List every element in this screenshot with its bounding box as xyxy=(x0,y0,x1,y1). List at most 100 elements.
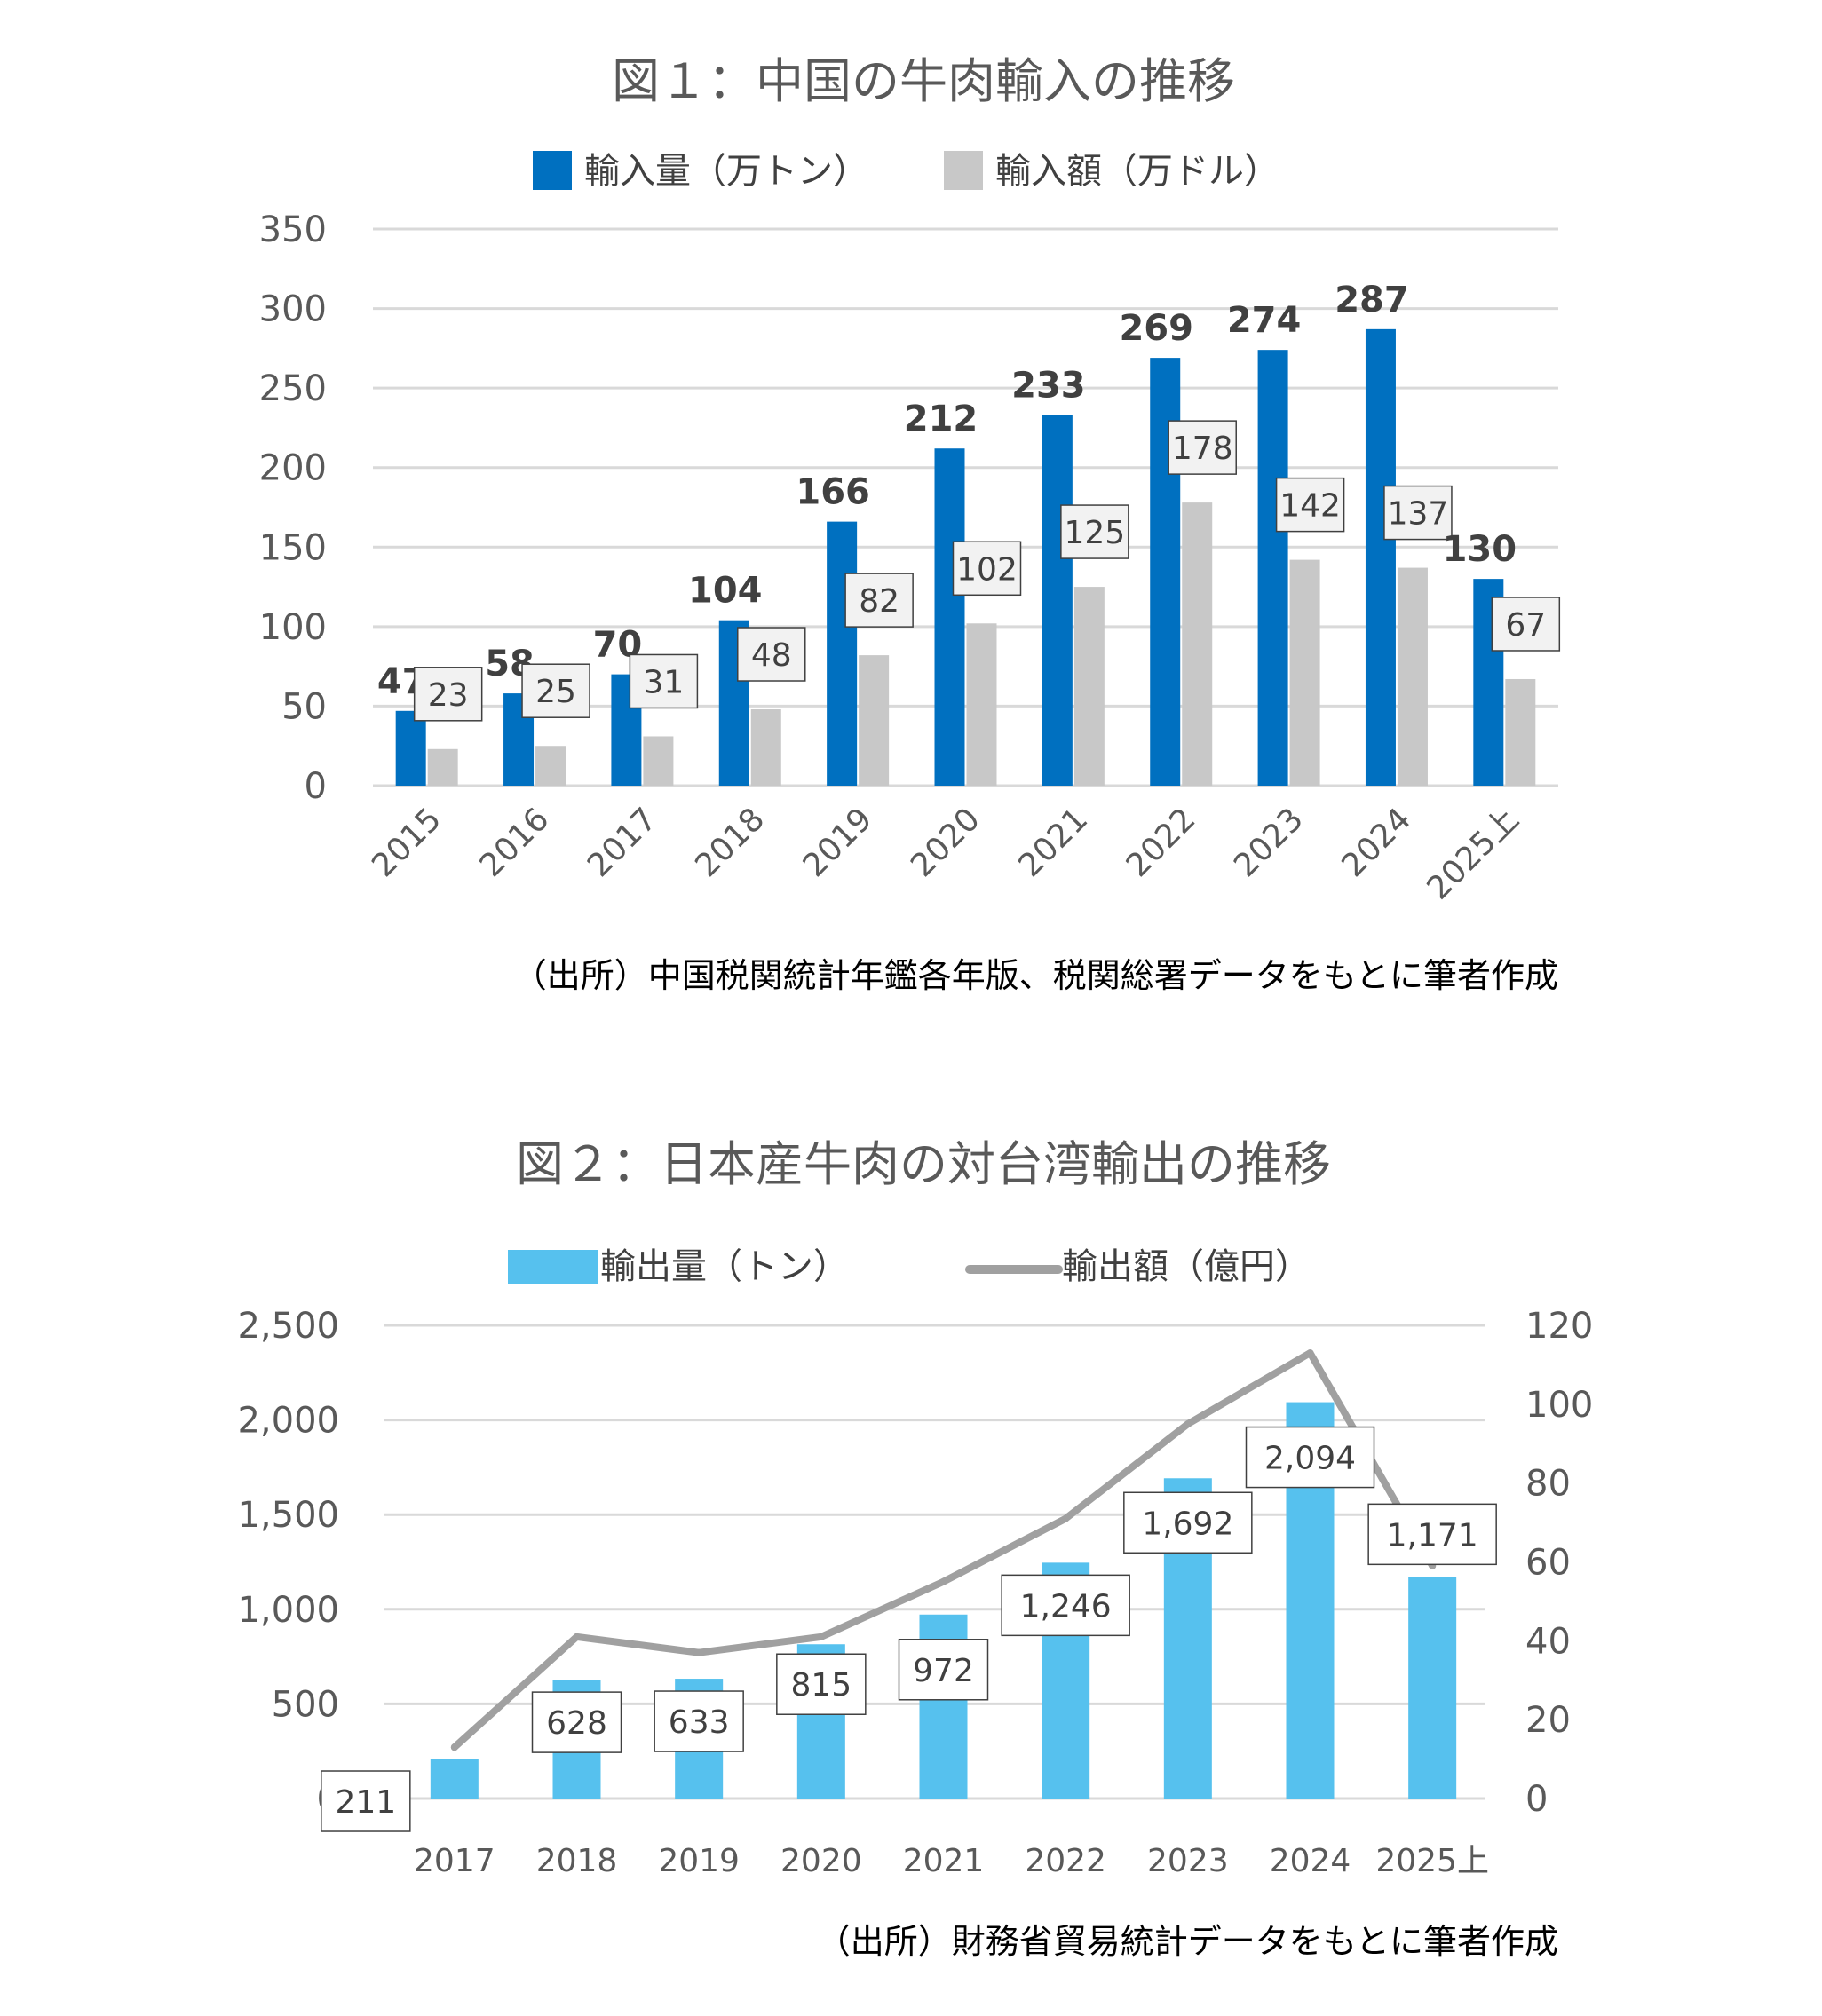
data-label-value: 25 xyxy=(535,674,576,710)
data-label-box xyxy=(521,663,590,718)
legend-swatch-1 xyxy=(533,151,572,190)
data-label-value: 67 xyxy=(1505,607,1546,644)
x-tick-label: 2018 xyxy=(536,1843,618,1879)
x-tick-label: 2020 xyxy=(780,1843,862,1879)
data-label-box xyxy=(629,653,699,709)
x-tick-label: 2023 xyxy=(1147,1843,1229,1879)
data-label-value: 125 xyxy=(1065,515,1126,551)
x-tick-label: 2017 xyxy=(414,1843,495,1879)
data-label-box xyxy=(844,573,914,628)
data-label-value: 102 xyxy=(956,551,1018,588)
y-right-tick-label: 60 xyxy=(1525,1543,1571,1584)
line-point xyxy=(695,1648,703,1656)
line-point xyxy=(1184,1420,1192,1428)
line-point xyxy=(939,1577,947,1585)
data-label-volume: 130 xyxy=(1443,529,1517,570)
y-right-tick-label: 80 xyxy=(1525,1464,1571,1505)
data-label-box xyxy=(1001,1574,1130,1637)
data-label-value: 23 xyxy=(428,677,469,714)
bar-value xyxy=(859,655,890,786)
x-tick-label: 2021 xyxy=(903,1843,985,1879)
bar-volume xyxy=(1257,350,1288,786)
bar-value xyxy=(1073,587,1105,786)
data-label-volume: 628 xyxy=(546,1705,607,1742)
data-label-box xyxy=(1245,1426,1375,1489)
data-label-value: 137 xyxy=(1388,496,1449,533)
legend-swatch-2 xyxy=(944,151,983,190)
bar-export-volume xyxy=(1408,1577,1457,1799)
data-label-volume: 212 xyxy=(904,399,978,439)
chart-1-title: 図１：中国の牛肉輸入の推移 xyxy=(612,53,1235,109)
data-label-box xyxy=(1060,504,1129,559)
data-label-box xyxy=(776,1653,867,1715)
y-tick-label: 150 xyxy=(259,527,327,568)
data-label-box xyxy=(1491,597,1561,652)
data-label-volume: 211 xyxy=(335,1784,396,1821)
chart-1-source: （出所）中国税関統計年鑑各年版、税関総署データをもとに筆者作成 xyxy=(513,956,1558,995)
bar-value xyxy=(750,709,781,786)
data-label-volume: 166 xyxy=(796,472,870,513)
legend-label-value: 輸出額（億円） xyxy=(1062,1246,1311,1287)
data-label-volume: 287 xyxy=(1335,280,1409,320)
data-label-box xyxy=(1367,1503,1497,1566)
y-tick-label: 200 xyxy=(259,448,327,489)
bar-value xyxy=(966,623,997,786)
bar-value xyxy=(643,736,674,786)
y-right-tick-label: 40 xyxy=(1525,1621,1571,1662)
data-label-volume: 104 xyxy=(688,571,763,612)
bar-value xyxy=(1182,502,1213,786)
bar-volume xyxy=(395,710,426,786)
data-label-box xyxy=(321,1770,411,1832)
legend-label-volume: 輸出量（トン） xyxy=(600,1246,849,1287)
legend-label-2: 輸入額（万ドル） xyxy=(995,151,1279,192)
chart-2-title: 図２：日本産牛肉の対台湾輸出の推移 xyxy=(516,1136,1331,1192)
data-label-volume: 269 xyxy=(1119,308,1193,349)
data-label-box xyxy=(413,667,483,722)
x-tick-label: 2019 xyxy=(658,1843,740,1879)
line-point xyxy=(573,1633,581,1640)
data-label-volume: 233 xyxy=(1011,366,1086,407)
y-tick-label: 0 xyxy=(305,766,327,807)
y-right-tick-label: 120 xyxy=(1525,1306,1593,1347)
data-label-volume: 633 xyxy=(669,1704,730,1741)
line-point xyxy=(1062,1514,1070,1522)
line-point xyxy=(817,1633,825,1640)
data-label-value: 31 xyxy=(644,664,685,700)
y-right-tick-label: 0 xyxy=(1525,1779,1548,1820)
data-label-volume: 1,692 xyxy=(1142,1506,1233,1542)
data-label-volume: 972 xyxy=(913,1653,974,1689)
data-label-box xyxy=(531,1691,622,1753)
data-label-box xyxy=(952,541,1022,597)
data-label-volume: 274 xyxy=(1227,300,1302,341)
data-label-volume: 1,246 xyxy=(1020,1588,1112,1625)
bar-value xyxy=(1505,678,1536,786)
data-label-value: 178 xyxy=(1172,431,1233,467)
y-left-tick-label: 1,500 xyxy=(237,1495,339,1536)
data-label-value: 142 xyxy=(1279,488,1341,525)
y-tick-label: 250 xyxy=(259,368,327,409)
bar-volume xyxy=(1365,328,1396,786)
y-left-tick-label: 2,500 xyxy=(237,1306,339,1347)
bar-value xyxy=(535,746,566,786)
y-tick-label: 50 xyxy=(281,686,327,727)
data-label-volume: 1,171 xyxy=(1387,1517,1478,1554)
y-left-tick-label: 500 xyxy=(272,1684,339,1725)
bar-volume xyxy=(827,521,858,786)
data-label-volume: 2,094 xyxy=(1264,1441,1356,1477)
y-left-tick-label: 1,000 xyxy=(237,1590,339,1631)
bar-value xyxy=(1397,567,1428,786)
data-label-volume: 815 xyxy=(790,1667,852,1704)
data-label-box xyxy=(737,627,806,682)
x-tick-label: 2024 xyxy=(1270,1843,1351,1879)
x-tick-label: 2025上 xyxy=(1375,1843,1489,1879)
bar-volume xyxy=(1042,415,1073,786)
y-right-tick-label: 100 xyxy=(1525,1385,1593,1426)
chart-2-source: （出所）財務省貿易統計データをもとに筆者作成 xyxy=(817,1922,1558,1961)
y-left-tick-label: 2,000 xyxy=(237,1401,339,1442)
line-point xyxy=(1306,1349,1314,1357)
data-label-value: 82 xyxy=(859,583,899,620)
y-right-tick-label: 20 xyxy=(1525,1700,1571,1741)
data-label-box xyxy=(898,1639,989,1701)
y-tick-label: 350 xyxy=(259,210,327,250)
